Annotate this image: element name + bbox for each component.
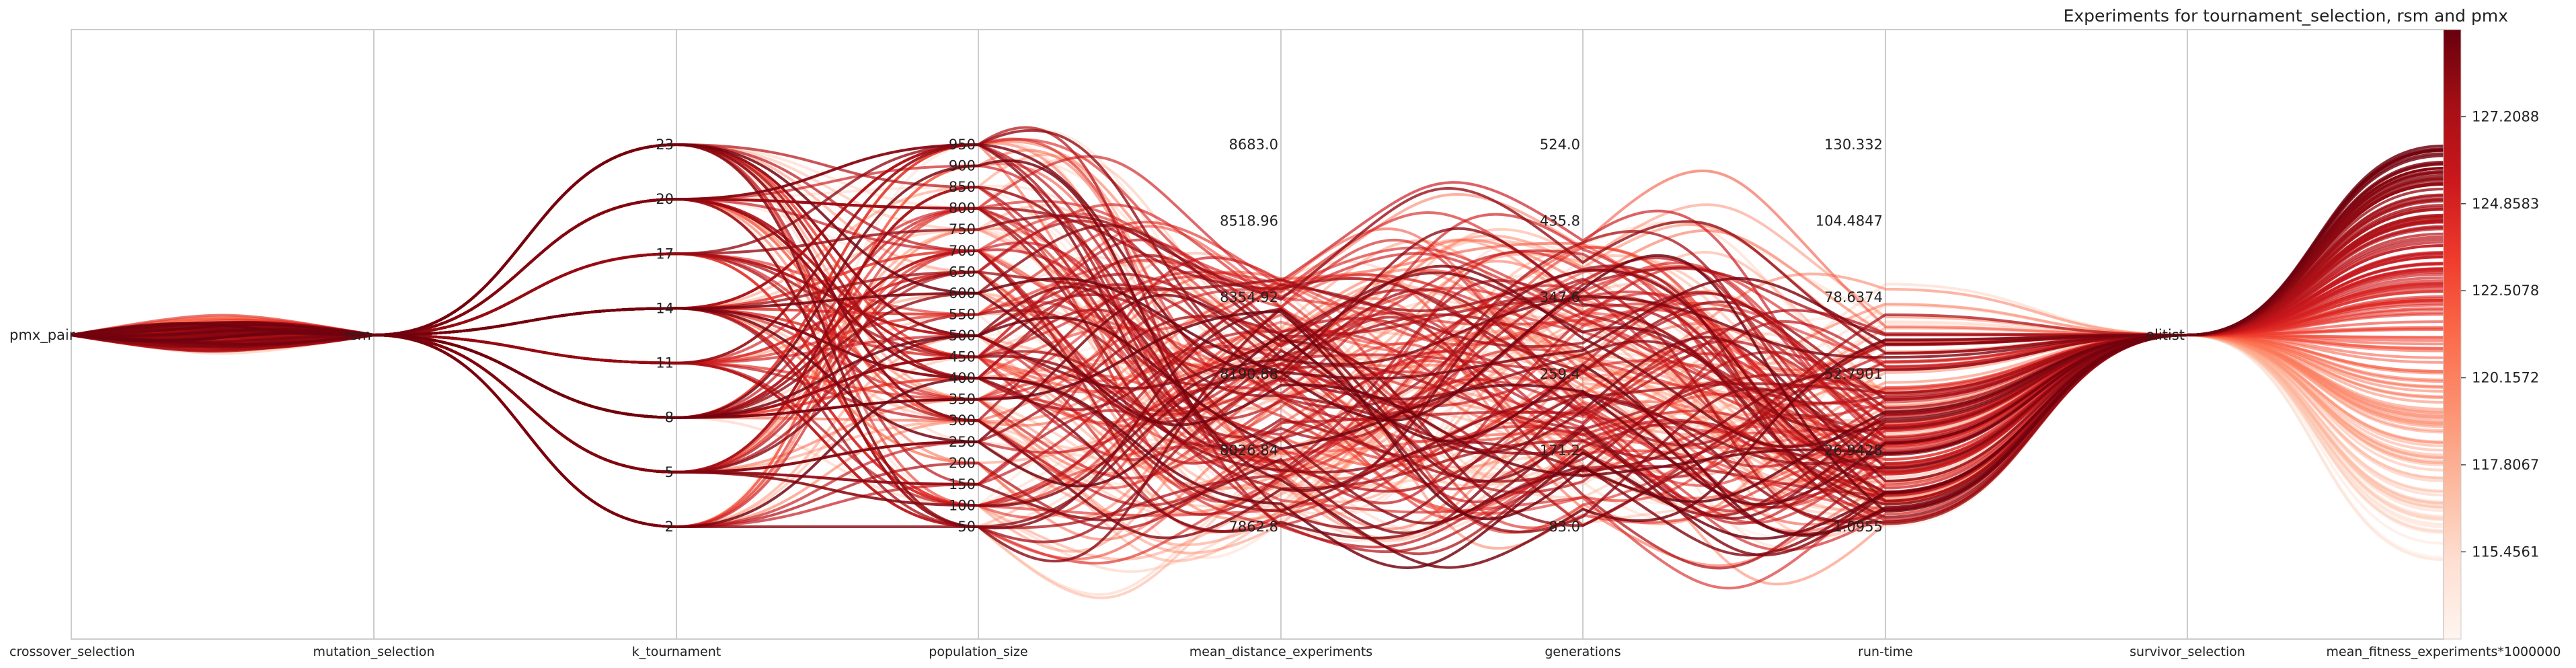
colorbar-tick-label: 127.2088 bbox=[2472, 108, 2539, 124]
axis-names: crossover_selection mutation_selection k_t… bbox=[9, 644, 2561, 659]
axis-tick-label: 83.0 bbox=[1549, 519, 1580, 535]
chart-title: Experiments for tournament_selection, rs… bbox=[2064, 6, 2508, 26]
axis-name: crossover_selection bbox=[9, 644, 135, 659]
axis-tick-label: 1.0955 bbox=[1834, 519, 1883, 535]
axis-name: mean_fitness_experiments*1000000 bbox=[2327, 644, 2561, 659]
axis-tick-label: 250 bbox=[949, 434, 976, 450]
axis-tick-label: 524.0 bbox=[1540, 137, 1580, 153]
tick-labels: pmx_pair rsm 23 20 17 14 11 8 5 2 950 900 850 800 750 7… bbox=[9, 137, 2185, 535]
axis-tick-label: rsm bbox=[344, 327, 371, 343]
axis-tick-label: 450 bbox=[949, 349, 976, 365]
axis-tick-label: 8 bbox=[665, 410, 674, 426]
experiment-curves bbox=[71, 126, 2444, 599]
axis-tick-label: 8190.88 bbox=[1220, 366, 1278, 382]
axis-tick-label: 900 bbox=[949, 158, 976, 174]
axis-tick-label: 300 bbox=[949, 412, 976, 429]
experiment-curve bbox=[71, 143, 2444, 513]
axis-name: mutation_selection bbox=[313, 644, 435, 659]
axis-tick-label: 5 bbox=[665, 464, 674, 480]
axis-tick-label: 500 bbox=[949, 328, 976, 344]
axis-tick-label: 800 bbox=[949, 200, 976, 217]
axis-tick-label: 7862.8 bbox=[1229, 519, 1278, 535]
axis-tick-label: 600 bbox=[949, 285, 976, 301]
axis-tick-label: 23 bbox=[656, 137, 674, 153]
axis-tick-label: 11 bbox=[656, 355, 674, 371]
axis-tick-label: 100 bbox=[949, 497, 976, 513]
axis-name: population_size bbox=[929, 644, 1027, 659]
colorbar-tick-label: 115.4561 bbox=[2472, 544, 2539, 560]
axis-name: mean_distance_experiments bbox=[1189, 644, 1372, 659]
axis-tick-label: 26.9428 bbox=[1824, 442, 1883, 458]
axis-tick-label: 8026.84 bbox=[1220, 442, 1278, 458]
axis-tick-label: 550 bbox=[949, 306, 976, 322]
axis-tick-label: 650 bbox=[949, 264, 976, 280]
axis-tick-label: 750 bbox=[949, 221, 976, 237]
colorbar-tick-label: 120.1572 bbox=[2472, 370, 2539, 386]
axis-tick-label: 50 bbox=[958, 519, 976, 535]
axis-tick-label: 130.332 bbox=[1824, 137, 1883, 153]
axis-tick-label: 700 bbox=[949, 243, 976, 259]
axis-tick-label: 350 bbox=[949, 392, 976, 408]
axis-tick-label: 17 bbox=[656, 246, 674, 262]
axis-tick-label: 200 bbox=[949, 455, 976, 471]
colorbar-tick-label: 122.5078 bbox=[2472, 283, 2539, 299]
experiment-curve bbox=[71, 149, 2444, 569]
axis-tick-label: 950 bbox=[949, 137, 976, 153]
axis-tick-label: 850 bbox=[949, 179, 976, 195]
axis-tick-label: 435.8 bbox=[1540, 213, 1580, 229]
axis-tick-label: 104.4847 bbox=[1816, 213, 1883, 229]
colorbar-tick-label: 124.8583 bbox=[2472, 196, 2539, 212]
colorbar-ticks: 127.2088 124.8583 122.5078 120.1572 117.8067… bbox=[2461, 108, 2539, 560]
axis-tick-label: 400 bbox=[949, 370, 976, 386]
axis-name: k_tournament bbox=[632, 644, 721, 659]
axis-tick-label: 8518.96 bbox=[1220, 213, 1278, 229]
axis-tick-label: 2 bbox=[665, 519, 674, 535]
axis-name: survivor_selection bbox=[2130, 644, 2245, 659]
axis-tick-label: 78.6374 bbox=[1824, 289, 1883, 305]
axis-tick-label: 171.2 bbox=[1540, 442, 1580, 458]
experiment-curve bbox=[71, 144, 2444, 521]
axis-tick-label: 52.7901 bbox=[1824, 366, 1883, 382]
axis-tick-label: 259.4 bbox=[1540, 366, 1580, 382]
axis-tick-label: 14 bbox=[656, 300, 674, 316]
axis-tick-label: 8354.92 bbox=[1220, 289, 1278, 305]
axis-tick-label: pmx_pair bbox=[9, 327, 75, 344]
colorbar bbox=[2443, 29, 2462, 640]
axis-tick-label: 20 bbox=[656, 191, 674, 207]
axis-lines bbox=[373, 30, 2188, 639]
axis-name: run-time bbox=[1858, 644, 1913, 659]
axis-tick-label: 150 bbox=[949, 476, 976, 492]
axis-tick-label: 8683.0 bbox=[1229, 137, 1278, 153]
colorbar-tick-label: 117.8067 bbox=[2472, 457, 2539, 473]
axis-tick-label: elitist bbox=[2146, 327, 2185, 343]
axis-name: generations bbox=[1545, 644, 1621, 659]
axis-tick-label: 347.6 bbox=[1540, 289, 1580, 305]
